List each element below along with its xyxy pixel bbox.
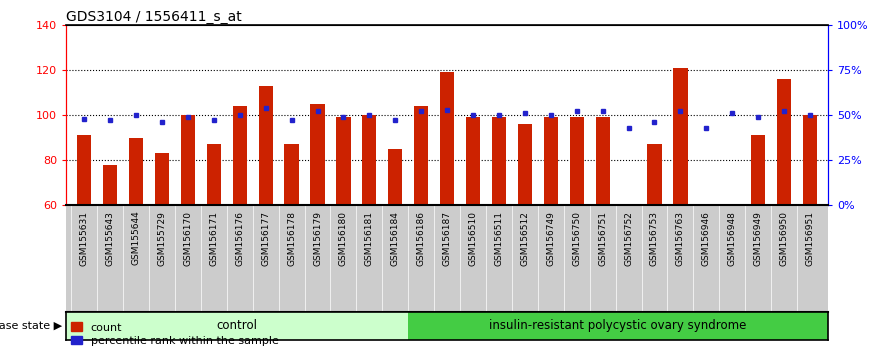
- Text: GSM156753: GSM156753: [650, 211, 659, 266]
- Bar: [492, 117, 506, 205]
- Bar: [258, 86, 273, 205]
- Text: GSM156511: GSM156511: [494, 211, 503, 266]
- Legend: count, percentile rank within the sample: count, percentile rank within the sample: [66, 318, 283, 350]
- Bar: [103, 165, 117, 205]
- Bar: [648, 144, 662, 205]
- Bar: [440, 72, 455, 205]
- Text: GSM155631: GSM155631: [79, 211, 89, 266]
- Bar: [362, 115, 376, 205]
- Bar: [78, 135, 92, 205]
- Text: GSM156187: GSM156187: [442, 211, 452, 266]
- Bar: [129, 138, 144, 205]
- Bar: [233, 106, 247, 205]
- Text: GSM156512: GSM156512: [521, 211, 529, 266]
- Text: GSM156181: GSM156181: [365, 211, 374, 266]
- Text: GSM156949: GSM156949: [753, 211, 763, 266]
- Text: GSM156946: GSM156946: [702, 211, 711, 266]
- Bar: [389, 149, 403, 205]
- Text: control: control: [217, 319, 257, 332]
- Bar: [181, 115, 195, 205]
- Bar: [414, 106, 428, 205]
- Bar: [596, 117, 610, 205]
- Text: GSM156171: GSM156171: [210, 211, 218, 266]
- Bar: [570, 117, 584, 205]
- Bar: [803, 115, 817, 205]
- Text: insulin-resistant polycystic ovary syndrome: insulin-resistant polycystic ovary syndr…: [489, 319, 746, 332]
- Text: GDS3104 / 1556411_s_at: GDS3104 / 1556411_s_at: [66, 10, 241, 24]
- Text: GSM156179: GSM156179: [313, 211, 322, 266]
- Text: GSM156751: GSM156751: [598, 211, 607, 266]
- Bar: [466, 117, 480, 205]
- Bar: [285, 144, 299, 205]
- Text: GSM156951: GSM156951: [805, 211, 815, 266]
- Text: GSM156184: GSM156184: [391, 211, 400, 266]
- Bar: [751, 135, 766, 205]
- Text: GSM156186: GSM156186: [417, 211, 426, 266]
- Text: GSM156176: GSM156176: [235, 211, 244, 266]
- Text: GSM156749: GSM156749: [546, 211, 555, 266]
- Bar: [66, 312, 408, 340]
- Text: GSM156178: GSM156178: [287, 211, 296, 266]
- Bar: [725, 205, 739, 212]
- Text: GSM156510: GSM156510: [469, 211, 478, 266]
- Text: GSM155644: GSM155644: [131, 211, 141, 266]
- Bar: [518, 124, 532, 205]
- Bar: [544, 117, 558, 205]
- Bar: [337, 117, 351, 205]
- Bar: [207, 144, 221, 205]
- Text: GSM156752: GSM156752: [624, 211, 633, 266]
- Text: GSM156948: GSM156948: [728, 211, 737, 266]
- Bar: [621, 205, 636, 266]
- Text: GSM156170: GSM156170: [183, 211, 192, 266]
- Text: GSM156750: GSM156750: [573, 211, 581, 266]
- Bar: [155, 153, 169, 205]
- Text: GSM156950: GSM156950: [780, 211, 788, 266]
- Bar: [777, 79, 791, 205]
- Text: GSM156180: GSM156180: [339, 211, 348, 266]
- Bar: [310, 104, 324, 205]
- Bar: [673, 68, 687, 205]
- Bar: [700, 205, 714, 302]
- Text: GSM155643: GSM155643: [106, 211, 115, 266]
- Text: disease state ▶: disease state ▶: [0, 321, 62, 331]
- Text: GSM156763: GSM156763: [676, 211, 685, 266]
- Bar: [408, 312, 828, 340]
- Text: GSM155729: GSM155729: [158, 211, 167, 266]
- Text: GSM156177: GSM156177: [261, 211, 270, 266]
